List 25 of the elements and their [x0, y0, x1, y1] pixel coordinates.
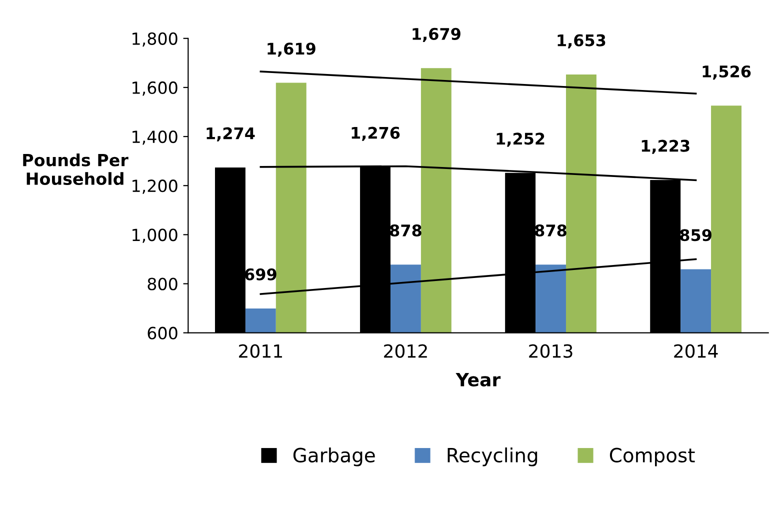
x-axis-title: Year — [456, 373, 501, 386]
legend-label: Compost — [610, 448, 695, 466]
line-series — [260, 70, 697, 95]
y-tick-label: 1,000 — [132, 228, 178, 243]
y-tick-label: 1,200 — [132, 180, 178, 194]
y-tick-label: 600 — [148, 326, 178, 340]
data-label: 1,619 — [268, 42, 316, 57]
y-tick-label: 1,800 — [132, 32, 178, 47]
data-label: 1,223 — [642, 140, 690, 154]
data-label: 1,276 — [352, 126, 400, 141]
y-tick-label: 1,600 — [132, 81, 178, 96]
x-tick-label: 2011 — [239, 344, 282, 358]
y-axis-title: Pounds Per Household — [23, 153, 128, 186]
legend-label: Recycling — [448, 447, 538, 466]
data-label: 1,274 — [206, 127, 255, 142]
data-label: 1,679 — [412, 28, 460, 42]
x-tick-label: 2013 — [529, 344, 572, 358]
data-label: 1,252 — [496, 132, 544, 147]
legend-label: Garbage — [293, 447, 375, 466]
data-label: 1,653 — [558, 34, 606, 48]
x-tick-label: 2012 — [384, 344, 427, 358]
y-tick-label: 1,400 — [132, 130, 178, 145]
data-label: 1,526 — [702, 65, 751, 80]
y-tick-label: 800 — [148, 278, 178, 290]
x-tick-label: 2014 — [674, 344, 718, 358]
